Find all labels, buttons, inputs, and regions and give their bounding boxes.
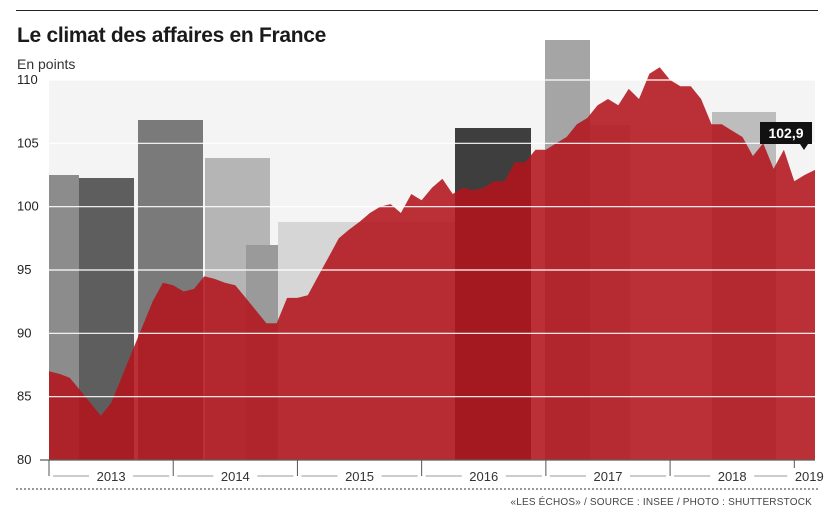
y-tick-label: 80 xyxy=(17,452,31,467)
last-value-label: 102,9 xyxy=(768,125,803,141)
year-label: 2018 xyxy=(718,469,747,484)
callout-box xyxy=(760,122,812,144)
source-note: «LES ÉCHOS» / SOURCE : INSEE / PHOTO : S… xyxy=(510,497,812,508)
year-label: 2013 xyxy=(97,469,126,484)
y-tick-label: 90 xyxy=(17,325,31,340)
year-label-bg xyxy=(585,468,630,484)
y-tick-label: 110 xyxy=(17,72,38,87)
area-layer xyxy=(49,67,815,461)
top-rule xyxy=(16,10,818,11)
chart-subtitle: En points xyxy=(17,56,76,72)
x-axis: 2013 2014 2015 2016 2017 2018 2019 xyxy=(40,459,832,484)
year-label: 2016 xyxy=(469,469,498,484)
year-label-bg xyxy=(787,468,832,484)
year-label: 2015 xyxy=(345,469,374,484)
year-label-bg xyxy=(89,468,134,484)
y-tick-label: 100 xyxy=(17,199,39,214)
y-tick-labels: 80 85 90 95 100 105 110 xyxy=(17,72,39,467)
year-label-bg xyxy=(461,468,506,484)
y-tick-label: 85 xyxy=(17,389,31,404)
area-series xyxy=(49,67,815,461)
chart-title: Le climat des affaires en France xyxy=(17,24,327,47)
year-label: 2017 xyxy=(594,469,623,484)
y-tick-label: 95 xyxy=(17,262,31,277)
year-label-bg xyxy=(213,468,258,484)
year-label-bg xyxy=(337,468,382,484)
year-label-bg xyxy=(710,468,755,484)
year-label: 2019 xyxy=(795,469,824,484)
year-label: 2014 xyxy=(221,469,250,484)
callout-pointer xyxy=(800,144,808,150)
last-value-callout: 102,9 xyxy=(760,122,812,150)
y-tick-label: 105 xyxy=(17,135,39,150)
